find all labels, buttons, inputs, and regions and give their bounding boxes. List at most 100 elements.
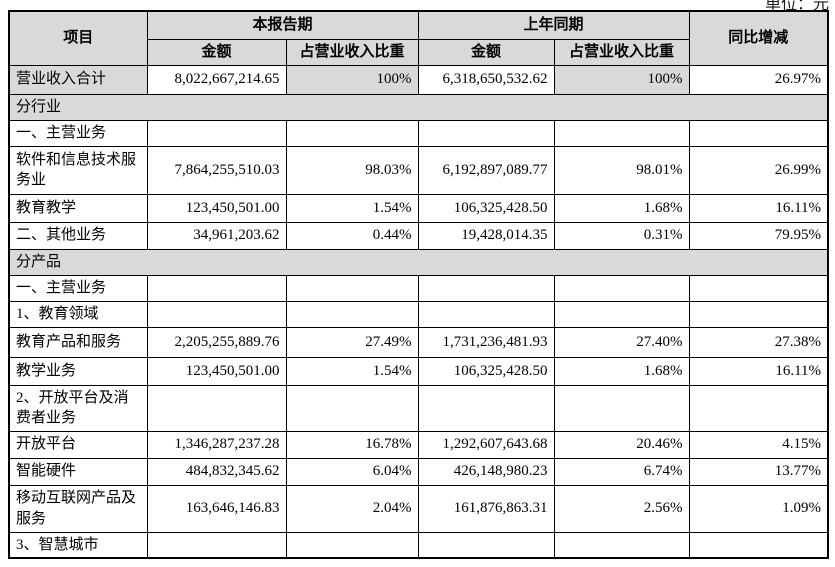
section-label: 分行业 [8,93,829,121]
row-label: 2、开放平台及消费者业务 [8,384,148,432]
table-row: 二、其他业务 34,961,203.62 0.44% 19,428,014.35… [8,221,829,250]
table-row: 教学业务 123,450,501.00 1.54% 106,325,428.50… [8,356,829,386]
pct-current: 1.54% [285,193,419,223]
amount-prior: 1,731,236,481.93 [417,326,555,358]
pct-prior: 98.01% [553,145,690,195]
pct-prior [553,119,690,147]
yoy-change: 1.09% [688,484,829,533]
header-pct-prior: 占营业收入比重 [553,38,690,66]
amount-current: 484,832,345.62 [146,457,287,486]
yoy-change: 27.38% [688,326,829,358]
amount-current: 123,450,501.00 [146,356,287,386]
amount-prior [417,300,555,328]
amount-prior: 19,428,014.35 [417,221,555,250]
amount-prior: 426,148,980.23 [417,457,555,486]
amount-current [146,119,287,147]
amount-prior: 6,318,650,532.62 [417,64,555,95]
unit-note: 单位：元 [764,0,829,13]
amount-prior [417,384,555,432]
pct-current: 0.44% [285,221,419,250]
row-label: 1、教育领域 [8,300,148,328]
revenue-breakdown-table: 项目 本报告期 上年同期 同比增减 金额 占营业收入比重 金额 占营业收入比重 … [8,10,830,559]
amount-current [146,300,287,328]
row-label: 移动互联网产品及服务 [8,484,148,533]
amount-prior: 161,876,863.31 [417,484,555,533]
pct-prior: 6.74% [553,457,690,486]
amount-current: 2,205,255,889.76 [146,326,287,358]
row-label: 营业收入合计 [8,64,148,95]
pct-prior: 27.40% [553,326,690,358]
amount-current [146,531,287,559]
amount-prior: 106,325,428.50 [417,356,555,386]
amount-current [146,274,287,302]
pct-current [285,119,419,147]
pct-prior [553,531,690,559]
pct-prior: 0.31% [553,221,690,250]
amount-prior [417,119,555,147]
amount-current: 163,646,146.83 [146,484,287,533]
pct-current [285,274,419,302]
pct-current: 1.54% [285,356,419,386]
yoy-change: 79.95% [688,221,829,250]
section-row-by-product: 分产品 [8,248,829,276]
table-row: 移动互联网产品及服务 163,646,146.83 2.04% 161,876,… [8,484,829,533]
row-label: 教育教学 [8,193,148,223]
table-row-total: 营业收入合计 8,022,667,214.65 100% 6,318,650,5… [8,64,829,95]
header-yoy: 同比增减 [688,10,829,66]
yoy-change: 16.11% [688,193,829,223]
pct-current: 6.04% [285,457,419,486]
header-row-1: 项目 本报告期 上年同期 同比增减 [8,10,829,66]
row-label: 智能硬件 [8,457,148,486]
pct-current: 16.78% [285,430,419,459]
header-row-2: 金额 占营业收入比重 金额 占营业收入比重 [9,38,828,66]
yoy-change [688,274,829,302]
table-row: 软件和信息技术服务业 7,864,255,510.03 98.03% 6,192… [8,145,829,195]
pct-current: 2.04% [285,484,419,533]
amount-prior: 1,292,607,643.68 [417,430,555,459]
table-row: 教育产品和服务 2,205,255,889.76 27.49% 1,731,23… [8,326,829,358]
pct-prior [553,300,690,328]
table-row: 2、开放平台及消费者业务 [8,384,829,432]
row-label: 开放平台 [8,430,148,459]
table-row: 一、主营业务 [8,274,829,302]
yoy-change: 26.97% [688,64,829,95]
table-header: 项目 本报告期 上年同期 同比增减 金额 占营业收入比重 金额 占营业收入比重 [8,10,829,66]
table-row: 一、主营业务 [8,119,829,147]
pct-prior: 100% [553,64,690,95]
table-row: 教育教学 123,450,501.00 1.54% 106,325,428.50… [8,193,829,223]
row-label: 软件和信息技术服务业 [8,145,148,195]
row-label: 教育产品和服务 [8,326,148,358]
row-label: 教学业务 [8,356,148,386]
amount-current: 123,450,501.00 [146,193,287,223]
pct-prior: 1.68% [553,356,690,386]
yoy-change: 26.99% [688,145,829,195]
section-label: 分产品 [8,248,829,276]
row-label: 二、其他业务 [8,221,148,250]
header-prior-period: 上年同期 [417,10,690,40]
pct-current [285,300,419,328]
amount-prior: 6,192,897,089.77 [417,145,555,195]
pct-prior [553,274,690,302]
yoy-change: 13.77% [688,457,829,486]
row-label: 3、智慧城市 [8,531,148,559]
amount-prior: 106,325,428.50 [417,193,555,223]
amount-prior [417,274,555,302]
row-label: 一、主营业务 [8,119,148,147]
header-current-period: 本报告期 [146,10,419,40]
pct-current: 27.49% [285,326,419,358]
yoy-change [688,384,829,432]
amount-prior [417,531,555,559]
header-amount-current: 金额 [146,38,287,66]
header-item: 项目 [8,10,148,66]
header-amount-prior: 金额 [417,38,555,66]
amount-current: 7,864,255,510.03 [146,145,287,195]
row-label: 一、主营业务 [8,274,148,302]
amount-current: 1,346,287,237.28 [146,430,287,459]
section-row-by-industry: 分行业 [8,93,829,121]
table-row: 3、智慧城市 [8,531,829,559]
amount-current [146,384,287,432]
pct-prior: 2.56% [553,484,690,533]
yoy-change [688,300,829,328]
pct-prior [553,384,690,432]
